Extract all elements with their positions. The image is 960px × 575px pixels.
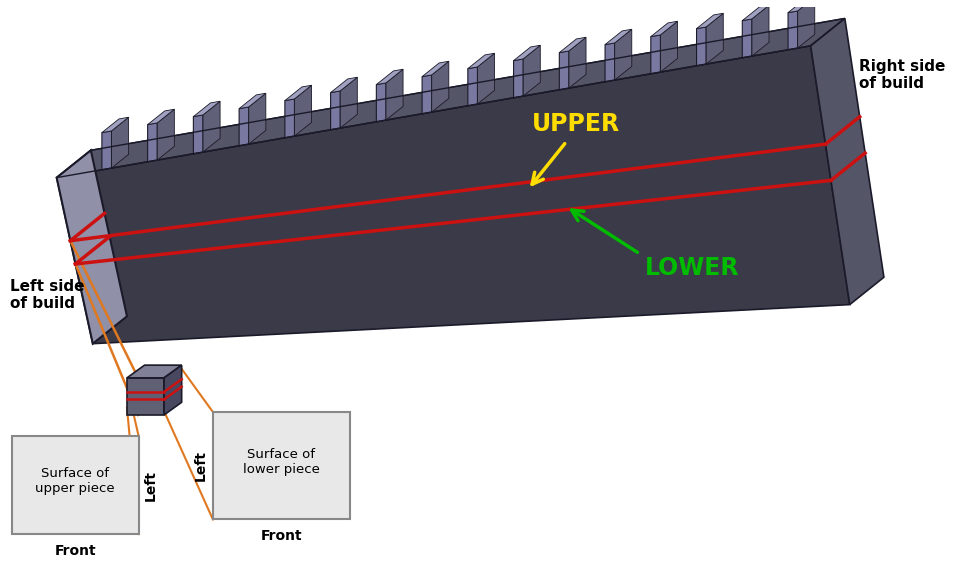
Polygon shape: [239, 107, 249, 145]
Polygon shape: [203, 101, 220, 152]
Polygon shape: [477, 53, 494, 104]
Polygon shape: [660, 21, 678, 72]
Text: Surface of
lower piece: Surface of lower piece: [243, 448, 320, 476]
Polygon shape: [742, 5, 769, 21]
Text: UPPER: UPPER: [532, 112, 620, 136]
Polygon shape: [102, 131, 111, 170]
Polygon shape: [788, 0, 815, 13]
Polygon shape: [798, 0, 815, 48]
Text: Front: Front: [260, 529, 302, 543]
Polygon shape: [560, 51, 569, 90]
FancyBboxPatch shape: [12, 436, 138, 534]
Polygon shape: [111, 117, 129, 168]
Polygon shape: [697, 27, 707, 66]
Polygon shape: [752, 5, 769, 56]
Polygon shape: [432, 62, 449, 112]
Text: LOWER: LOWER: [644, 256, 739, 281]
Polygon shape: [651, 35, 660, 74]
Polygon shape: [249, 93, 266, 144]
Text: Left side
of build: Left side of build: [10, 279, 84, 311]
Polygon shape: [148, 123, 157, 162]
Polygon shape: [102, 117, 129, 133]
Text: Front: Front: [55, 544, 96, 558]
Polygon shape: [57, 46, 850, 344]
Polygon shape: [330, 91, 340, 130]
Polygon shape: [386, 69, 403, 120]
Text: Left: Left: [144, 470, 157, 501]
Polygon shape: [127, 378, 164, 415]
Polygon shape: [560, 37, 586, 52]
Polygon shape: [376, 69, 403, 85]
Polygon shape: [468, 53, 494, 68]
Polygon shape: [707, 13, 723, 64]
Polygon shape: [651, 21, 678, 37]
Text: Right side
of build: Right side of build: [859, 59, 946, 91]
Polygon shape: [697, 13, 723, 29]
Polygon shape: [788, 11, 798, 49]
Polygon shape: [127, 365, 181, 378]
Polygon shape: [810, 18, 884, 305]
Polygon shape: [148, 109, 175, 125]
Polygon shape: [605, 29, 632, 45]
Polygon shape: [295, 85, 312, 136]
Polygon shape: [285, 85, 312, 101]
Polygon shape: [614, 29, 632, 80]
Text: Surface of
upper piece: Surface of upper piece: [36, 467, 115, 496]
Polygon shape: [468, 67, 477, 106]
Polygon shape: [57, 150, 127, 344]
Polygon shape: [605, 43, 614, 82]
Polygon shape: [514, 59, 523, 98]
FancyBboxPatch shape: [213, 412, 349, 519]
Polygon shape: [422, 75, 432, 114]
Text: Left: Left: [194, 450, 208, 481]
Polygon shape: [164, 365, 181, 415]
Polygon shape: [157, 109, 175, 160]
Polygon shape: [422, 62, 449, 76]
Polygon shape: [330, 77, 357, 93]
Polygon shape: [340, 77, 357, 128]
Polygon shape: [514, 45, 540, 60]
Polygon shape: [193, 115, 203, 154]
Polygon shape: [523, 45, 540, 96]
Polygon shape: [742, 19, 752, 58]
Polygon shape: [376, 83, 386, 122]
Polygon shape: [569, 37, 586, 88]
Polygon shape: [285, 99, 295, 138]
Polygon shape: [193, 101, 220, 117]
Polygon shape: [239, 93, 266, 109]
Polygon shape: [57, 18, 845, 178]
